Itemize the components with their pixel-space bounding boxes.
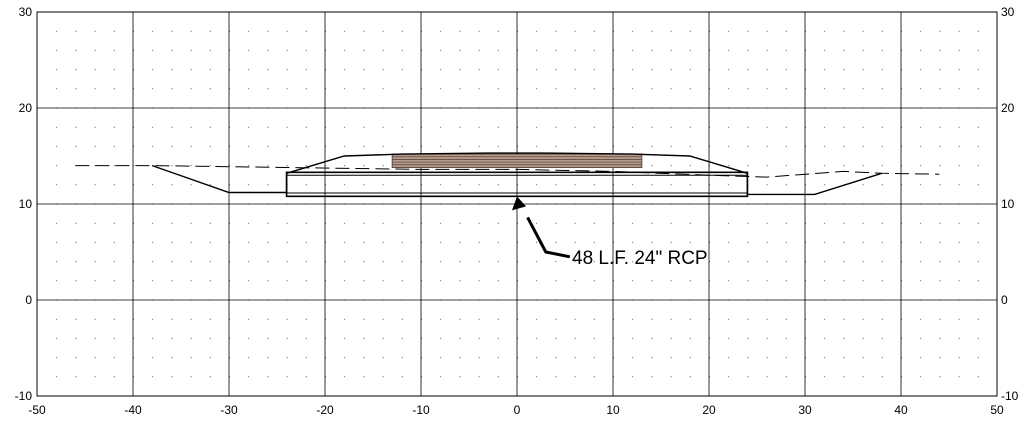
x-tick-label: -20 (316, 403, 334, 417)
y-tick-label-left: -10 (15, 389, 33, 403)
y-tick-label-right: 20 (1001, 101, 1015, 115)
x-tick-label: 0 (514, 403, 521, 417)
y-axis-left-ticks: 30 20 10 0 -10 (15, 5, 33, 403)
x-tick-label: -40 (124, 403, 142, 417)
callout-leader-line (526, 216, 571, 259)
existing-ground-line (75, 165, 940, 178)
y-tick-label-right: -10 (1001, 389, 1019, 403)
x-tick-label: -10 (412, 403, 430, 417)
x-tick-label: 10 (606, 403, 620, 417)
y-tick-label-left: 20 (19, 101, 33, 115)
x-tick-label: -50 (28, 403, 46, 417)
x-tick-label: -30 (220, 403, 238, 417)
y-tick-label-right: 10 (1001, 197, 1015, 211)
callout-arrowhead (512, 196, 526, 211)
x-tick-label: 20 (702, 403, 716, 417)
x-tick-label: 30 (798, 403, 812, 417)
x-tick-label: 50 (990, 403, 1004, 417)
y-tick-label-left: 30 (19, 5, 33, 19)
y-tick-label-right: 0 (1001, 293, 1008, 307)
pipe-callout-label: 48 L.F. 24" RCP (572, 248, 708, 269)
y-tick-label-left: 10 (19, 197, 33, 211)
y-tick-label-left: 0 (25, 293, 32, 307)
pavement-layers (391, 153, 643, 169)
section-drawing (75, 152, 940, 259)
y-axis-right-ticks: 30 20 10 0 -10 (1001, 5, 1019, 403)
x-axis-ticks: -50 -40 -30 -20 -10 0 10 20 30 40 50 (28, 403, 1004, 417)
plot-frame (36, 11, 998, 397)
x-tick-label: 40 (894, 403, 908, 417)
y-tick-label-right: 30 (1001, 5, 1015, 19)
